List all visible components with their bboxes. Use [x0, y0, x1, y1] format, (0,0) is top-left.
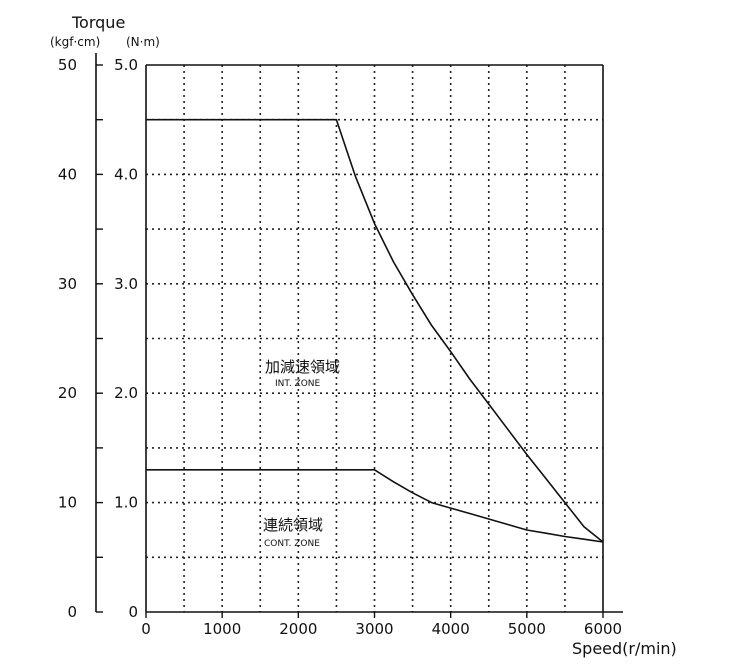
y-tick-label: 4.0: [114, 165, 138, 183]
x-tick-label: 0: [141, 620, 151, 638]
y-tick-label: 0: [128, 603, 138, 621]
series-lines: [146, 118, 604, 543]
axes: 0 1000 2000 3000 4000 5000 6000 0 1.0 2.0 3.0 4.0 5.…: [58, 53, 622, 638]
y2-tick-label: 40: [58, 165, 77, 183]
int-zone-sublabel: INT. ZONE: [275, 379, 321, 389]
x-tick-label: 4000: [432, 620, 470, 638]
x-tick-label: 3000: [355, 620, 393, 638]
y-tick-label: 3.0: [114, 275, 138, 293]
y-tick-label: 5.0: [114, 56, 138, 74]
int-zone-label: 加減速領域: [265, 358, 340, 376]
y2-tick-label: 30: [58, 275, 77, 293]
cont-zone-sublabel: CONT. ZONE: [264, 539, 320, 549]
y2-tick-label: 0: [67, 603, 77, 621]
x-tick-label: 6000: [584, 620, 622, 638]
y-tick-label: 2.0: [114, 384, 138, 402]
x-tick-label: 5000: [508, 620, 546, 638]
unit-nm-label: (N·m): [126, 35, 160, 49]
chart-title: Torque: [71, 13, 125, 32]
grid-lines: [146, 65, 603, 612]
cont-zone-label: 連続領域: [263, 516, 323, 534]
x-axis-label: Speed(r/min): [572, 639, 677, 658]
y2-tick-label: 10: [58, 494, 77, 512]
unit-kgf-label: (kgf·cm): [50, 35, 100, 49]
y-tick-label: 1.0: [114, 494, 138, 512]
plot-frame: [145, 64, 623, 613]
x-tick-label: 1000: [203, 620, 241, 638]
cont-zone-curve: [146, 468, 604, 543]
int-zone-curve: [146, 118, 604, 543]
y2-tick-label: 50: [58, 56, 77, 74]
y2-tick-label: 20: [58, 384, 77, 402]
x-tick-label: 2000: [279, 620, 317, 638]
